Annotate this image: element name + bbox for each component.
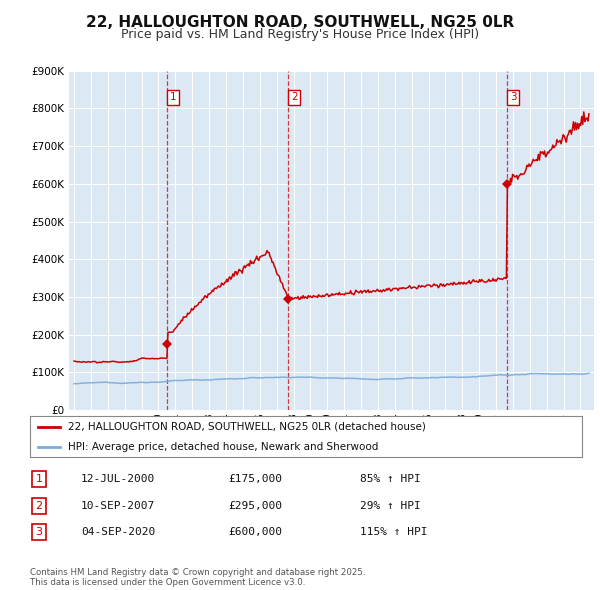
Text: £600,000: £600,000 [228,527,282,537]
Text: £295,000: £295,000 [228,501,282,510]
Text: Contains HM Land Registry data © Crown copyright and database right 2025.
This d: Contains HM Land Registry data © Crown c… [30,568,365,587]
Text: 10-SEP-2007: 10-SEP-2007 [81,501,155,510]
Text: 1: 1 [35,474,43,484]
Text: 12-JUL-2000: 12-JUL-2000 [81,474,155,484]
Text: £175,000: £175,000 [228,474,282,484]
Text: 22, HALLOUGHTON ROAD, SOUTHWELL, NG25 0LR (detached house): 22, HALLOUGHTON ROAD, SOUTHWELL, NG25 0L… [68,422,425,432]
Text: 04-SEP-2020: 04-SEP-2020 [81,527,155,537]
Text: 1: 1 [170,92,176,102]
Text: 2: 2 [291,92,298,102]
Text: 22, HALLOUGHTON ROAD, SOUTHWELL, NG25 0LR: 22, HALLOUGHTON ROAD, SOUTHWELL, NG25 0L… [86,15,514,30]
Text: Price paid vs. HM Land Registry's House Price Index (HPI): Price paid vs. HM Land Registry's House … [121,28,479,41]
Text: 115% ↑ HPI: 115% ↑ HPI [360,527,427,537]
Text: 3: 3 [510,92,517,102]
Text: 3: 3 [35,527,43,537]
Text: 2: 2 [35,501,43,510]
Text: 85% ↑ HPI: 85% ↑ HPI [360,474,421,484]
Text: 29% ↑ HPI: 29% ↑ HPI [360,501,421,510]
Text: HPI: Average price, detached house, Newark and Sherwood: HPI: Average price, detached house, Newa… [68,441,378,451]
